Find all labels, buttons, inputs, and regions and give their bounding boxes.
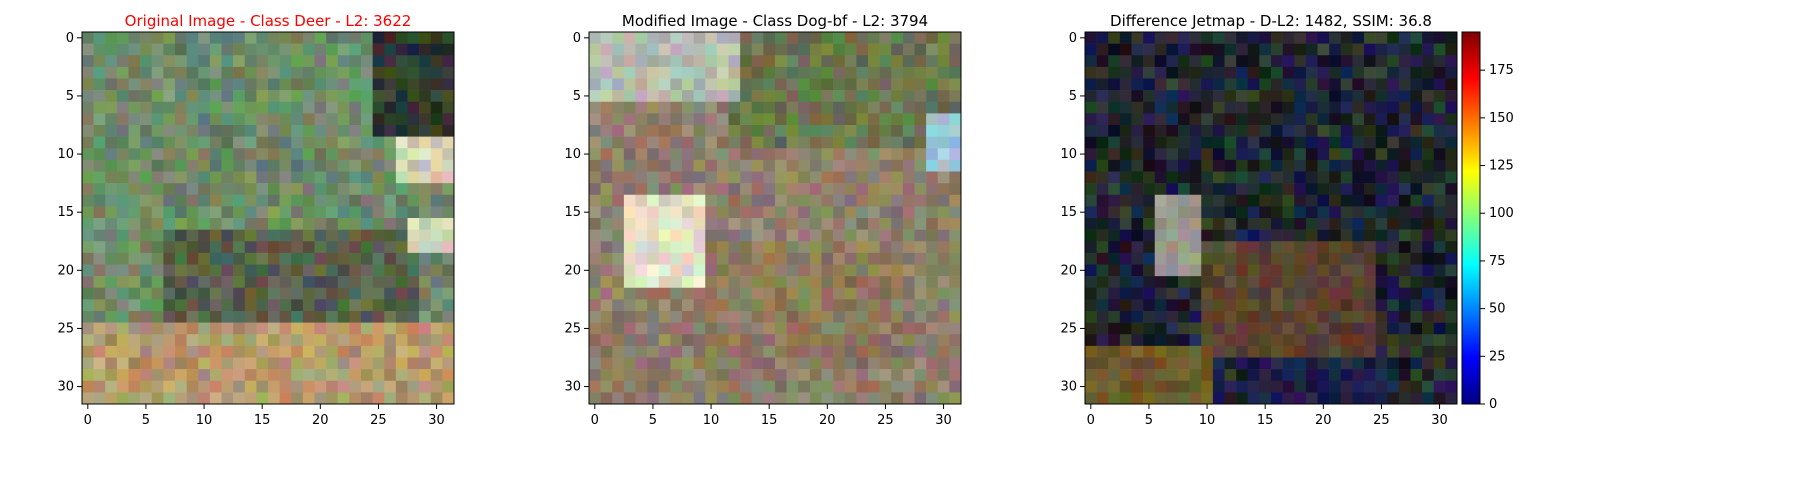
panel-original-image: 0 5 10 15 20 25 30 0 5 10 15 20 25 30 bbox=[57, 31, 455, 428]
x-tick-label: 10 bbox=[196, 413, 213, 428]
colorbar-gradient bbox=[1461, 31, 1481, 405]
x-tick-label: 5 bbox=[1145, 413, 1153, 428]
x-tick-label: 30 bbox=[428, 413, 445, 428]
x-tick-label: 30 bbox=[935, 413, 952, 428]
panel-title-modified: Modified Image - Class Dog-bf - L2: 3794 bbox=[621, 12, 929, 30]
y-tick-label: 15 bbox=[57, 205, 74, 220]
y-tick-label: 20 bbox=[1060, 263, 1077, 278]
x-tick-label: 20 bbox=[819, 413, 836, 428]
x-tick-label: 25 bbox=[1373, 413, 1390, 428]
pixel-image bbox=[589, 32, 962, 405]
y-tick-label: 30 bbox=[1060, 380, 1077, 395]
colorbar-tick-label: 100 bbox=[1489, 206, 1514, 221]
y-tick-label: 30 bbox=[57, 380, 74, 395]
x-tick-label: 10 bbox=[1199, 413, 1216, 428]
colorbar-tick-label: 150 bbox=[1489, 111, 1514, 126]
x-tick-label: 25 bbox=[877, 413, 894, 428]
pixel-image bbox=[82, 32, 455, 405]
y-tick-label: 10 bbox=[1060, 147, 1077, 162]
colorbar-tick-label: 50 bbox=[1489, 302, 1506, 317]
colorbar-tick-label: 0 bbox=[1489, 397, 1497, 412]
x-tick-label: 5 bbox=[142, 413, 150, 428]
axes-frame bbox=[588, 31, 962, 405]
y-tick-label: 15 bbox=[564, 205, 581, 220]
x-tick-label: 25 bbox=[370, 413, 387, 428]
x-tick-label: 20 bbox=[1315, 413, 1332, 428]
y-tick-label: 25 bbox=[564, 321, 581, 336]
colorbar: 0 25 50 75 100 125 150 175 bbox=[1461, 31, 1514, 412]
x-tick-label: 0 bbox=[591, 413, 599, 428]
colorbar-tick-label: 125 bbox=[1489, 159, 1514, 174]
y-tick-label: 5 bbox=[66, 89, 74, 104]
x-tick-label: 0 bbox=[84, 413, 92, 428]
axes-frame bbox=[1084, 31, 1458, 405]
panel-title-difference: Difference Jetmap - D-L2: 1482, SSIM: 36… bbox=[1110, 12, 1432, 30]
y-tick-label: 20 bbox=[564, 263, 581, 278]
panel-difference-jetmap: 0 5 10 15 20 25 30 0 5 10 15 20 25 30 bbox=[1060, 31, 1458, 428]
y-tick-label: 20 bbox=[57, 263, 74, 278]
y-tick-label: 25 bbox=[57, 321, 74, 336]
y-tick-label: 25 bbox=[1060, 321, 1077, 336]
y-tick-label: 5 bbox=[1069, 89, 1077, 104]
x-tick-label: 15 bbox=[761, 413, 778, 428]
x-tick-label: 5 bbox=[649, 413, 657, 428]
y-tick-label: 10 bbox=[564, 147, 581, 162]
colorbar-tick-label: 25 bbox=[1489, 349, 1506, 364]
y-tick-label: 15 bbox=[1060, 205, 1077, 220]
panel-modified-image: 0 5 10 15 20 25 30 0 5 10 15 20 25 30 bbox=[564, 31, 962, 428]
colorbar-tick-label: 75 bbox=[1489, 254, 1506, 269]
y-tick-label: 0 bbox=[573, 31, 581, 46]
x-tick-label: 15 bbox=[254, 413, 271, 428]
pixel-image bbox=[1085, 32, 1458, 405]
x-tick-label: 10 bbox=[703, 413, 720, 428]
y-tick-label: 5 bbox=[573, 89, 581, 104]
y-tick-label: 30 bbox=[564, 380, 581, 395]
x-tick-label: 15 bbox=[1257, 413, 1274, 428]
x-tick-label: 0 bbox=[1087, 413, 1095, 428]
axes-frame bbox=[81, 31, 455, 405]
y-tick-label: 0 bbox=[66, 31, 74, 46]
x-tick-label: 20 bbox=[312, 413, 329, 428]
panel-title-original: Original Image - Class Deer - L2: 3622 bbox=[124, 12, 412, 30]
colorbar-tick-label: 175 bbox=[1489, 63, 1514, 78]
x-tick-label: 30 bbox=[1431, 413, 1448, 428]
y-tick-label: 10 bbox=[57, 147, 74, 162]
y-tick-label: 0 bbox=[1069, 31, 1077, 46]
